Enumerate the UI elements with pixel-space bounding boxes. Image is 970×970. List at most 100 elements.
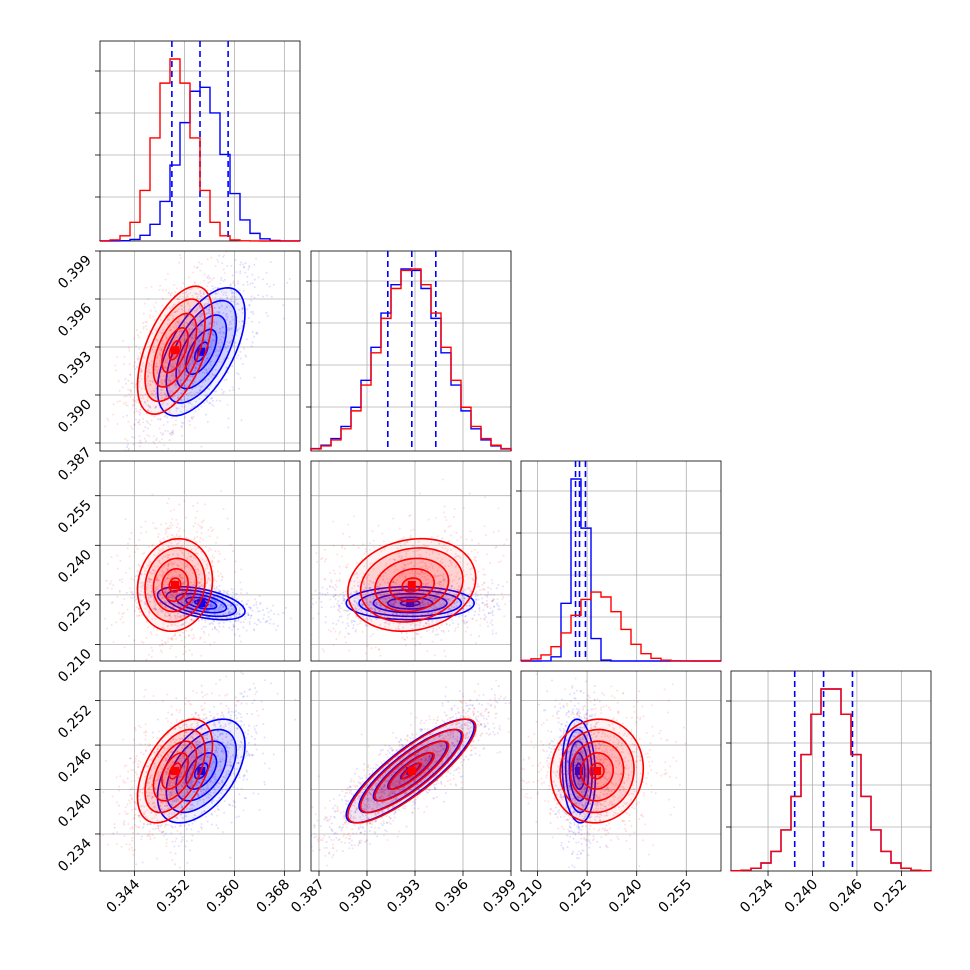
- scatter-point: [501, 585, 504, 588]
- scatter-point: [134, 361, 137, 364]
- scatter-point: [128, 567, 131, 570]
- scatter-point: [249, 282, 252, 285]
- scatter-point: [267, 615, 270, 618]
- scatter-point: [142, 429, 145, 432]
- scatter-point: [238, 327, 241, 330]
- scatter-point: [155, 362, 158, 365]
- scatter-point: [174, 310, 177, 313]
- scatter-point: [244, 617, 247, 620]
- scatter-point: [222, 293, 225, 296]
- scatter-point: [207, 352, 210, 355]
- scatter-point: [169, 293, 172, 296]
- scatter-point: [180, 348, 183, 351]
- scatter-point: [204, 625, 207, 628]
- scatter-point: [183, 344, 186, 347]
- scatter-point: [262, 617, 265, 620]
- scatter-point: [198, 525, 201, 528]
- scatter-point: [219, 399, 222, 402]
- scatter-point: [350, 621, 353, 624]
- scatter-point: [210, 317, 213, 320]
- scatter-point: [205, 326, 208, 329]
- scatter-point: [253, 629, 256, 632]
- scatter-point: [184, 355, 187, 358]
- scatter-point: [335, 664, 337, 666]
- scatter-point: [132, 400, 135, 403]
- scatter-point: [189, 386, 192, 389]
- scatter-point: [189, 363, 192, 366]
- scatter-point: [248, 304, 251, 307]
- scatter-point: [337, 619, 340, 622]
- scatter-point: [205, 357, 208, 360]
- scatter-point: [158, 591, 161, 594]
- scatter-point: [262, 295, 265, 298]
- scatter-point: [248, 264, 251, 267]
- scatter-point: [174, 632, 177, 635]
- scatter-point: [165, 367, 168, 370]
- scatter-point: [216, 312, 219, 315]
- scatter-point: [178, 450, 180, 451]
- scatter-point: [188, 320, 191, 323]
- scatter-point: [192, 362, 195, 365]
- scatter-point: [194, 516, 197, 519]
- scatter-point: [186, 315, 189, 318]
- scatter-point: [166, 403, 169, 406]
- scatter-point: [491, 579, 494, 582]
- scatter-point: [178, 298, 181, 301]
- scatter-point: [199, 313, 202, 316]
- scatter-point: [238, 611, 241, 614]
- scatter-point: [185, 536, 188, 539]
- scatter-point: [476, 583, 479, 586]
- scatter-point: [486, 595, 489, 598]
- scatter-point: [225, 318, 228, 321]
- scatter-point: [191, 322, 194, 325]
- scatter-point: [161, 304, 164, 307]
- scatter-point: [184, 371, 187, 374]
- scatter-point: [211, 628, 214, 631]
- scatter-point: [164, 361, 167, 364]
- scatter-point: [170, 374, 173, 377]
- scatter-point: [167, 292, 170, 295]
- scatter-point: [233, 301, 236, 304]
- scatter-point: [236, 316, 239, 319]
- scatter-point: [167, 497, 170, 500]
- scatter-point: [209, 370, 212, 373]
- scatter-point: [180, 410, 183, 413]
- scatter-point: [483, 617, 486, 620]
- scatter-point: [132, 593, 135, 596]
- scatter-point: [189, 375, 192, 378]
- scatter-point: [172, 374, 175, 377]
- scatter-point: [149, 309, 152, 312]
- scatter-point: [129, 373, 132, 376]
- scatter-point: [215, 289, 218, 292]
- scatter-point: [229, 620, 232, 623]
- scatter-point: [212, 570, 215, 573]
- scatter-point: [177, 396, 180, 399]
- scatter-point: [203, 361, 206, 364]
- scatter-point: [164, 366, 167, 369]
- scatter-point: [145, 320, 148, 323]
- scatter-point: [198, 304, 201, 307]
- scatter-point: [188, 419, 191, 422]
- scatter-point: [342, 594, 345, 597]
- scatter-point: [171, 356, 174, 359]
- scatter-point: [226, 345, 229, 348]
- scatter-point: [198, 344, 201, 347]
- scatter-point: [183, 310, 186, 313]
- scatter-point: [140, 613, 143, 616]
- scatter-point: [225, 251, 228, 253]
- scatter-point: [139, 439, 142, 442]
- scatter-point: [180, 334, 183, 337]
- scatter-point: [199, 290, 202, 293]
- scatter-point: [128, 538, 131, 541]
- scatter-point: [245, 338, 248, 341]
- scatter-point: [131, 427, 134, 430]
- scatter-point: [344, 627, 347, 630]
- scatter-point: [218, 311, 221, 314]
- scatter-point: [129, 395, 132, 398]
- scatter-point: [295, 616, 297, 618]
- scatter-point: [236, 330, 239, 333]
- scatter-point: [277, 613, 280, 616]
- scatter-point: [195, 366, 198, 369]
- scatter-point: [125, 382, 128, 385]
- scatter-point: [198, 312, 201, 315]
